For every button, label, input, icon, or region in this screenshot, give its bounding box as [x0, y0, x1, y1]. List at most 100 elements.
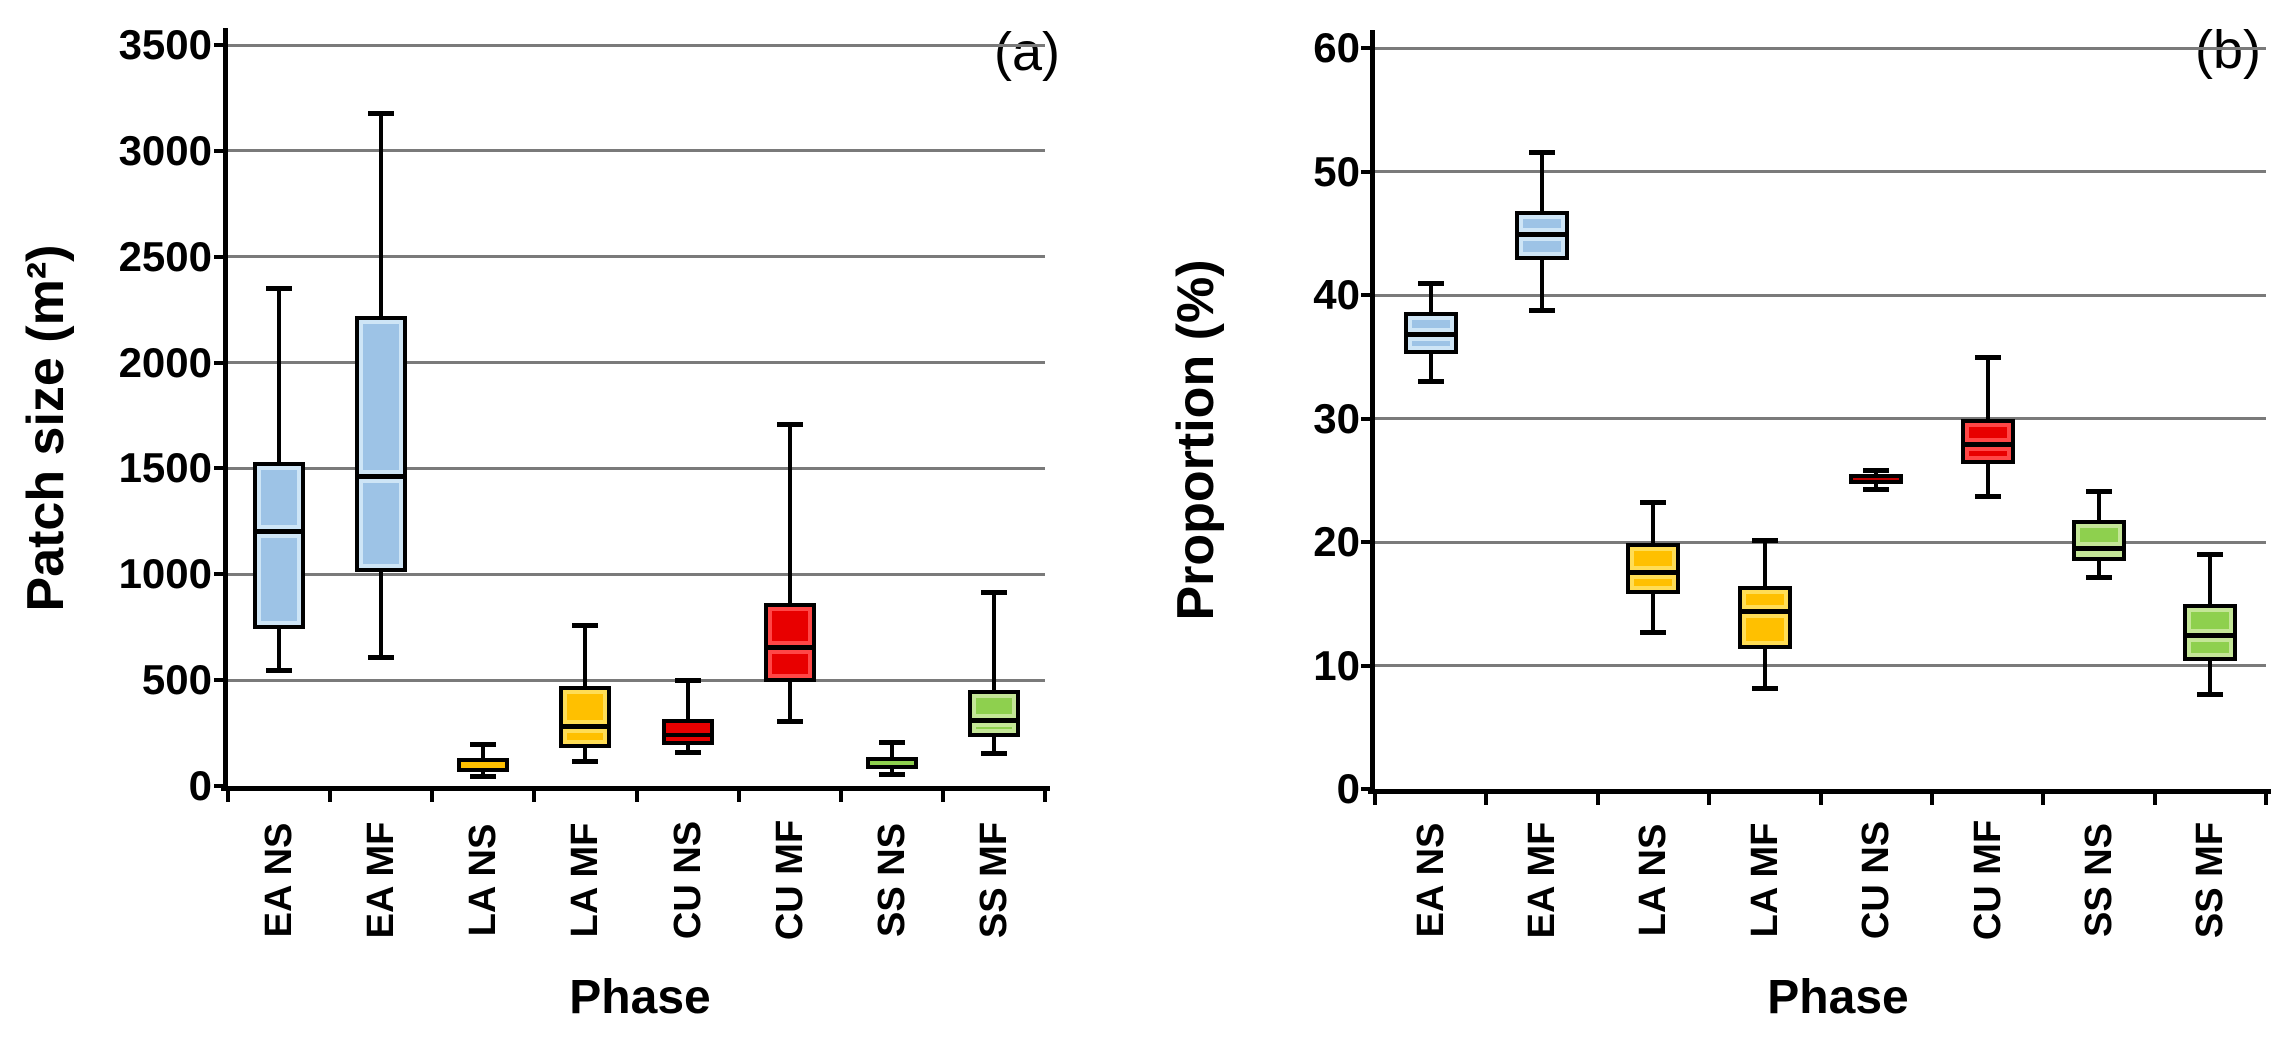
- box-plot-EA-NS-upper-cap: [1417, 280, 1444, 286]
- y-tick-label: 0: [1336, 765, 1360, 812]
- y-axis: [223, 28, 228, 791]
- x-tick: [1373, 789, 1377, 805]
- box-plot-SS-NS-lower-whisker: [889, 769, 894, 775]
- box-plot-SS-NS-upper-cap: [2085, 489, 2112, 495]
- gridline: [228, 149, 1045, 153]
- box-plot-SS-NS-median: [2075, 541, 2122, 555]
- x-axis: [1368, 789, 2271, 794]
- y-tick-label: 1500: [118, 444, 212, 492]
- box-plot-EA-MF-lower-cap: [368, 654, 395, 660]
- x-tick: [328, 786, 333, 802]
- box-plot-LA-MF-upper-whisker: [583, 625, 588, 687]
- x-tick: [1484, 789, 1489, 805]
- x-tick: [1043, 786, 1047, 802]
- x-tick: [634, 786, 639, 802]
- box-plot-CU-NS-box: [1849, 474, 1904, 484]
- box-plot-EA-NS-median: [257, 525, 302, 539]
- box-plot-CU-NS-box: [661, 719, 714, 745]
- box-plot-EA-NS-lower-whisker: [1428, 354, 1433, 382]
- category-label: LA NS: [1632, 823, 1675, 937]
- box-plot-EA-MF-upper-cap: [368, 110, 395, 116]
- box-plot-CU-MF-median: [1964, 437, 2011, 451]
- box-plot-CU-MF-upper-whisker: [787, 423, 792, 603]
- box-plot-SS-NS-box: [865, 757, 918, 770]
- box-plot-SS-NS-upper-whisker: [889, 741, 894, 758]
- box-plot-CU-MF-lower-whisker: [1985, 464, 1990, 497]
- box-plot-SS-MF-lower-cap: [2197, 691, 2224, 697]
- box-plot-SS-MF-lower-whisker: [2208, 660, 2213, 694]
- y-tick: [1361, 46, 1375, 50]
- panel-b-x-axis-title: Phase: [1767, 971, 1909, 1024]
- x-tick: [430, 786, 435, 802]
- box-plot-EA-NS-upper-whisker: [277, 288, 282, 463]
- box-plot-EA-NS-median: [1407, 328, 1454, 342]
- panel-b-label: (b): [2195, 20, 2261, 80]
- y-tick-label: 3000: [118, 126, 212, 174]
- box-plot-SS-NS-upper-whisker: [2096, 491, 2101, 520]
- x-tick: [226, 786, 230, 802]
- box-plot-EA-NS-lower-whisker: [277, 629, 282, 670]
- y-tick: [1361, 293, 1375, 297]
- box-plot-LA-MF-upper-cap: [1751, 537, 1778, 543]
- box-plot-LA-NS-upper-cap: [470, 741, 497, 747]
- x-tick: [838, 786, 843, 802]
- gridline: [228, 678, 1045, 682]
- box-plot-CU-NS-median: [665, 733, 710, 738]
- box-plot-LA-NS-upper-whisker: [1651, 502, 1656, 544]
- category-label: SS MF: [2189, 821, 2232, 939]
- y-tick-label: 50: [1313, 147, 1360, 195]
- y-tick-label: 3500: [118, 21, 212, 68]
- category-label: CU NS: [1855, 820, 1898, 940]
- category-label: EA MF: [360, 821, 403, 939]
- box-plot-SS-MF-median: [2187, 629, 2234, 643]
- box-plot-CU-NS-lower-cap: [674, 750, 701, 756]
- box-plot-LA-MF-upper-cap: [572, 623, 599, 629]
- box-plot-SS-MF-upper-cap: [2197, 552, 2224, 558]
- box-plot-CU-NS-lower-whisker: [1874, 483, 1879, 489]
- gridline: [228, 255, 1045, 259]
- box-plot-LA-MF-lower-cap: [1751, 685, 1778, 691]
- panel-a-label: (a): [994, 22, 1060, 82]
- box-plot-LA-NS-lower-whisker: [1651, 593, 1656, 633]
- y-tick: [214, 466, 228, 471]
- y-tick: [214, 678, 228, 683]
- box-plot-CU-MF-upper-whisker: [1985, 356, 1990, 419]
- box-plot-CU-MF-upper-cap: [1974, 354, 2001, 360]
- box-plot-EA-NS-upper-cap: [266, 286, 293, 292]
- y-tick-label: 10: [1313, 641, 1360, 689]
- category-label: LA MF: [1743, 822, 1786, 938]
- box-plot-LA-MF-box: [559, 686, 612, 748]
- x-tick: [940, 786, 945, 802]
- y-tick-label: 40: [1313, 271, 1360, 318]
- box-plot-EA-MF-median: [359, 470, 404, 484]
- y-tick: [214, 254, 228, 259]
- y-tick: [1361, 416, 1375, 421]
- panel-a-x-axis-title: Phase: [569, 971, 711, 1024]
- gridline: [1375, 417, 2266, 420]
- box-plot-SS-MF-upper-whisker: [2208, 554, 2213, 604]
- box-plot-SS-MF-upper-whisker: [991, 592, 996, 690]
- box-plot-EA-MF-median: [1519, 227, 1566, 241]
- y-axis: [1370, 30, 1375, 794]
- box-plot-EA-MF-lower-whisker: [379, 572, 384, 657]
- category-label: CU NS: [666, 820, 709, 940]
- box-plot-SS-NS-lower-cap: [878, 772, 905, 778]
- box-plot-LA-NS-upper-cap: [1640, 500, 1667, 506]
- box-plot-CU-NS-lower-whisker: [685, 744, 690, 753]
- category-label: EA NS: [258, 822, 301, 938]
- gridline: [228, 43, 1045, 47]
- box-plot-CU-MF-median: [767, 640, 812, 654]
- box-plot-EA-MF-upper-whisker: [1540, 151, 1545, 211]
- y-tick-label: 500: [141, 656, 212, 704]
- box-plot-LA-NS-lower-cap: [470, 774, 497, 780]
- x-tick: [2264, 789, 2268, 805]
- box-plot-LA-MF-box: [1737, 586, 1792, 650]
- gridline: [228, 572, 1045, 576]
- box-plot-EA-MF-upper-cap: [1529, 149, 1556, 155]
- box-plot-CU-NS-upper-cap: [1863, 468, 1890, 474]
- y-tick-label: 1000: [118, 550, 212, 598]
- x-tick: [1929, 789, 1934, 805]
- category-label: SS NS: [870, 822, 913, 938]
- box-plot-EA-NS-box: [253, 462, 306, 630]
- box-plot-EA-NS-lower-cap: [266, 667, 293, 673]
